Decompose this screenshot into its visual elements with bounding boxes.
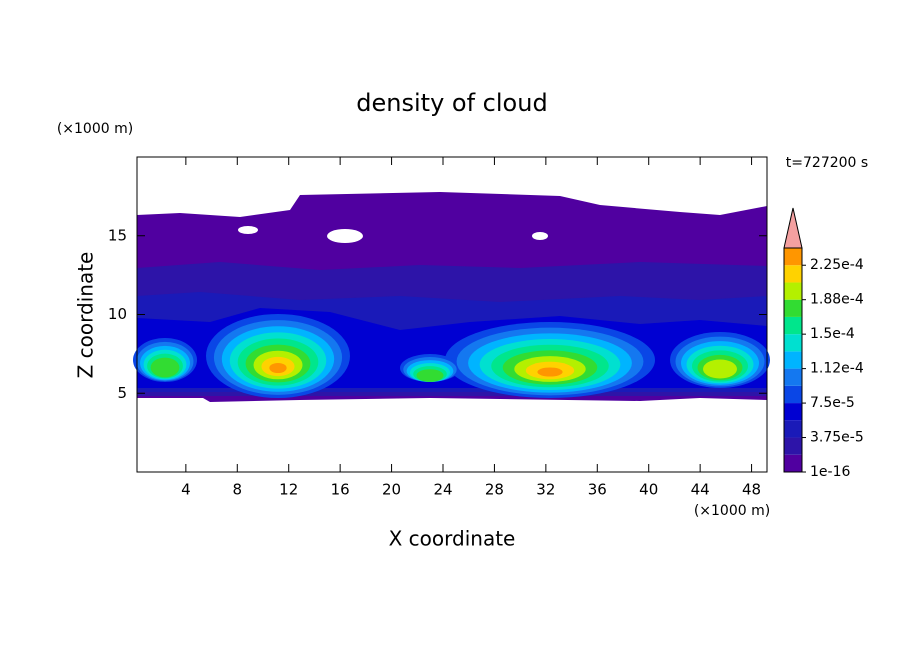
colorbar-extend bbox=[783, 207, 803, 249]
x-tick-label: 16 bbox=[331, 481, 350, 499]
y-unit: (×1000 m) bbox=[57, 121, 133, 137]
contour-region bbox=[416, 369, 444, 382]
colorbar-band bbox=[784, 334, 802, 352]
colorbar-band bbox=[784, 265, 802, 283]
colorbar-band bbox=[784, 299, 802, 317]
colorbar-frame bbox=[783, 247, 803, 473]
contour-region bbox=[150, 357, 180, 378]
x-tick-label: 28 bbox=[485, 481, 504, 499]
colorbar-tick-label: 1.5e-4 bbox=[810, 326, 855, 342]
x-tick-label: 8 bbox=[233, 481, 243, 499]
colorbar-band bbox=[784, 351, 802, 369]
x-tick-label: 12 bbox=[279, 481, 298, 499]
colorbar-band bbox=[784, 403, 802, 421]
contour-region bbox=[703, 359, 737, 379]
y-tick-label: 5 bbox=[117, 384, 127, 402]
colorbar-tick-label: 1.88e-4 bbox=[810, 292, 864, 308]
colorbar-tick-label: 2.25e-4 bbox=[810, 257, 864, 273]
axes: 4 8 12 16 20 24 28 32 36 40 44 48510151e-163.75e-57… bbox=[108, 156, 864, 499]
y-tick-label: 15 bbox=[108, 226, 127, 244]
colorbar-band bbox=[784, 282, 802, 300]
contour-hole bbox=[238, 226, 258, 234]
time-label: t=727200 s bbox=[786, 155, 868, 171]
colorbar-band bbox=[784, 248, 802, 266]
x-tick-label: 20 bbox=[382, 481, 401, 499]
x-tick-label: 24 bbox=[433, 481, 452, 499]
x-tick-label: 36 bbox=[588, 481, 607, 499]
contour-region bbox=[269, 362, 287, 374]
y-axis-label: Z coordinate bbox=[74, 252, 98, 379]
colorbar-tick-label: 3.75e-5 bbox=[810, 430, 864, 446]
x-tick-label: 4 bbox=[181, 481, 191, 499]
x-tick-label: 48 bbox=[742, 481, 761, 499]
x-tick-label: 40 bbox=[639, 481, 658, 499]
colorbar-band bbox=[784, 385, 802, 404]
colorbar-tick-label: 1e-16 bbox=[810, 464, 850, 480]
y-tick-label: 10 bbox=[108, 305, 127, 323]
colorbar-band bbox=[784, 454, 802, 472]
contour-hole bbox=[532, 232, 548, 240]
colorbar-band bbox=[784, 316, 802, 335]
x-axis-label: X coordinate bbox=[389, 527, 516, 551]
contour-field bbox=[133, 192, 770, 402]
contour-hole bbox=[327, 229, 363, 243]
colorbar-tick-label: 7.5e-5 bbox=[810, 395, 855, 411]
colorbar-tick-label: 1.12e-4 bbox=[810, 361, 864, 377]
contour-region bbox=[537, 367, 563, 377]
x-tick-label: 44 bbox=[691, 481, 710, 499]
colorbar-band bbox=[784, 420, 802, 438]
colorbar-band bbox=[784, 437, 802, 455]
x-unit: (×1000 m) bbox=[694, 503, 770, 519]
colorbar-band bbox=[784, 368, 802, 386]
chart-title: density of cloud bbox=[356, 89, 547, 117]
x-tick-label: 32 bbox=[536, 481, 555, 499]
